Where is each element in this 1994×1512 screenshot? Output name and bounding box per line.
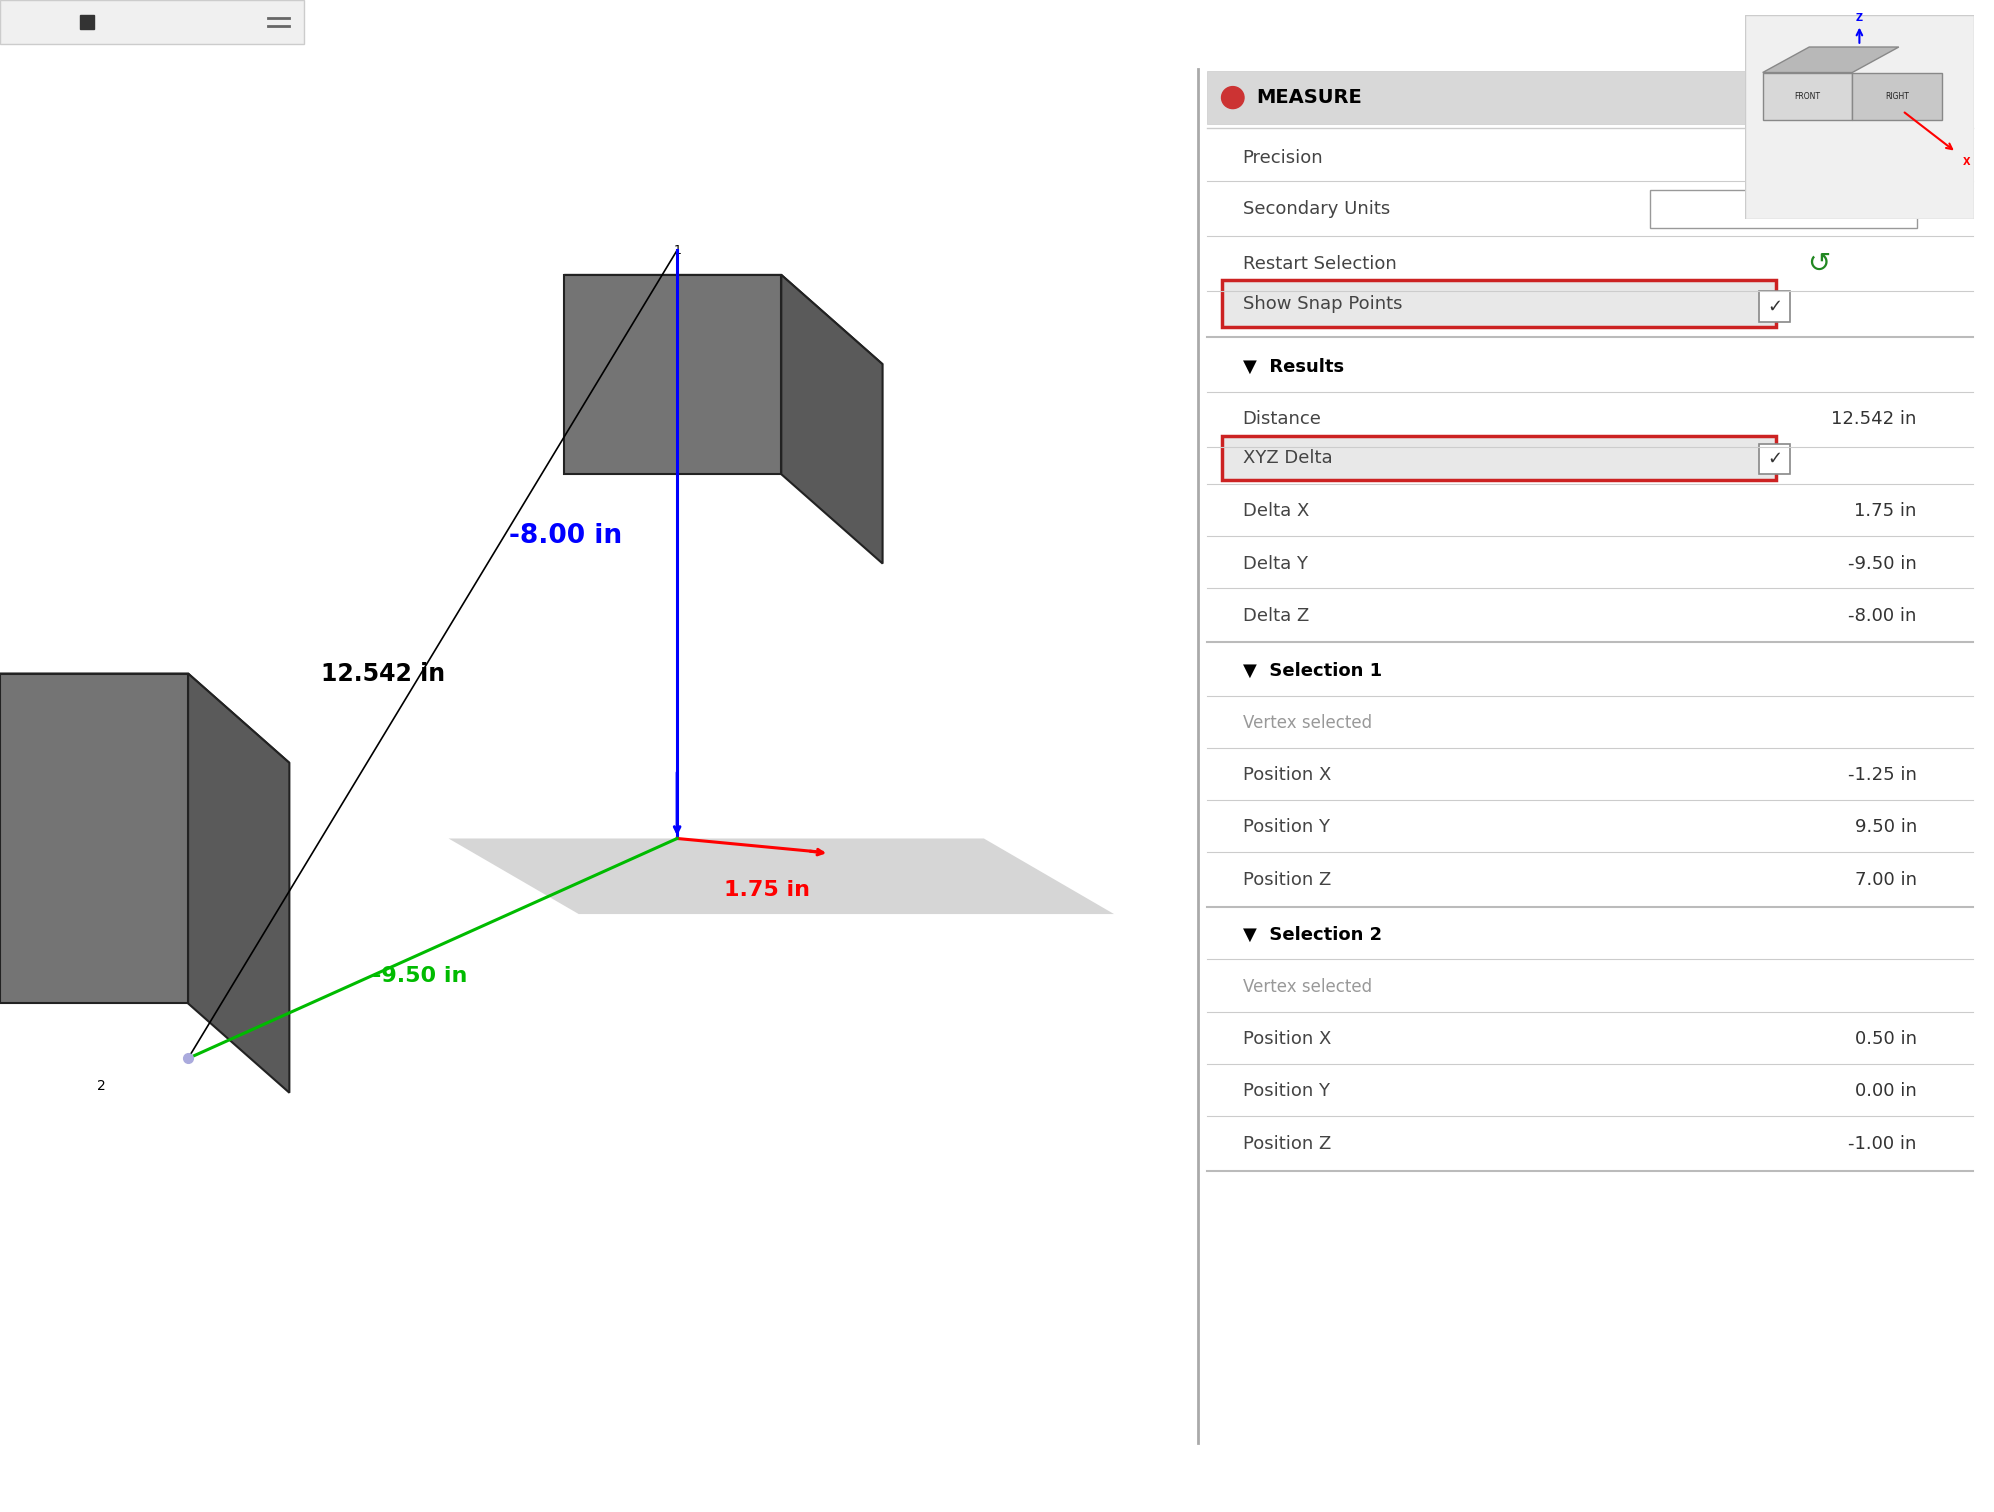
Text: -9.50 in: -9.50 in: [373, 966, 467, 986]
Polygon shape: [564, 275, 782, 475]
Circle shape: [1222, 86, 1244, 109]
Text: Precision: Precision: [1242, 150, 1324, 166]
Text: Restart Selection: Restart Selection: [1242, 256, 1396, 272]
Text: 12.542 in: 12.542 in: [321, 662, 445, 685]
Text: ▼  Results: ▼ Results: [1242, 358, 1344, 376]
Text: -1.00 in: -1.00 in: [1848, 1134, 1916, 1152]
Bar: [1222, 280, 1777, 327]
Text: RIGHT: RIGHT: [1884, 92, 1908, 101]
Text: Delta Y: Delta Y: [1242, 555, 1308, 573]
Polygon shape: [0, 673, 187, 1004]
Text: Position X: Position X: [1242, 1030, 1330, 1048]
Text: ▶▶: ▶▶: [1936, 91, 1956, 104]
Text: Distance: Distance: [1242, 410, 1322, 428]
FancyBboxPatch shape: [1649, 189, 1916, 228]
Text: MEASURE: MEASURE: [1256, 88, 1362, 107]
Text: None: None: [1747, 200, 1791, 218]
Bar: [1759, 445, 1791, 475]
Polygon shape: [1763, 47, 1898, 73]
Text: Z: Z: [1856, 14, 1862, 23]
Text: 1.75 in: 1.75 in: [1854, 502, 1916, 520]
Text: 2: 2: [98, 1080, 106, 1093]
Text: Secondary Units: Secondary Units: [1242, 200, 1390, 218]
Text: Delta Z: Delta Z: [1242, 606, 1308, 624]
Polygon shape: [564, 275, 883, 364]
Text: ▼  Selection 2: ▼ Selection 2: [1242, 925, 1382, 943]
Text: Position Z: Position Z: [1242, 871, 1330, 889]
Text: Show Snap Points: Show Snap Points: [1242, 295, 1402, 313]
Text: FRONT: FRONT: [1795, 92, 1821, 101]
Text: X: X: [1964, 157, 1970, 166]
Text: 1.75 in: 1.75 in: [724, 880, 810, 900]
Text: -9.50 in: -9.50 in: [1848, 555, 1916, 573]
Text: 0.50 in: 0.50 in: [1854, 1030, 1916, 1048]
Text: XYZ Delta: XYZ Delta: [1242, 449, 1332, 467]
Text: 1: 1: [674, 243, 682, 257]
Text: 9.50 in: 9.50 in: [1854, 818, 1916, 836]
Text: ✓: ✓: [1767, 298, 1783, 316]
Text: Position Y: Position Y: [1242, 1083, 1330, 1101]
Text: Vertex selected: Vertex selected: [1242, 978, 1372, 996]
Bar: [1852, 73, 1942, 121]
Bar: [1222, 435, 1777, 479]
Bar: [1759, 292, 1791, 322]
Text: 12.542 in: 12.542 in: [1830, 410, 1916, 428]
Bar: [1763, 73, 1852, 121]
FancyBboxPatch shape: [1208, 71, 1972, 124]
Text: Position X: Position X: [1242, 767, 1330, 785]
Polygon shape: [782, 275, 883, 564]
Polygon shape: [449, 839, 1115, 915]
Text: -8.00 in: -8.00 in: [508, 523, 622, 549]
Text: 0.123: 0.123: [1864, 150, 1916, 166]
Text: ✓: ✓: [1767, 451, 1783, 469]
Text: -8.00 in: -8.00 in: [1848, 606, 1916, 624]
Text: Position Z: Position Z: [1242, 1134, 1330, 1152]
Text: -1.25 in: -1.25 in: [1848, 767, 1916, 785]
Text: Delta X: Delta X: [1242, 502, 1308, 520]
Text: ▼: ▼: [1900, 203, 1910, 215]
Text: 7.00 in: 7.00 in: [1854, 871, 1916, 889]
Text: 0.00 in: 0.00 in: [1854, 1083, 1916, 1101]
Text: Position Y: Position Y: [1242, 818, 1330, 836]
Polygon shape: [187, 673, 289, 1093]
Polygon shape: [0, 673, 289, 764]
Text: ▼  Selection 1: ▼ Selection 1: [1242, 662, 1382, 680]
Text: ↺: ↺: [1807, 249, 1830, 278]
Text: Vertex selected: Vertex selected: [1242, 714, 1372, 732]
FancyBboxPatch shape: [0, 0, 303, 44]
